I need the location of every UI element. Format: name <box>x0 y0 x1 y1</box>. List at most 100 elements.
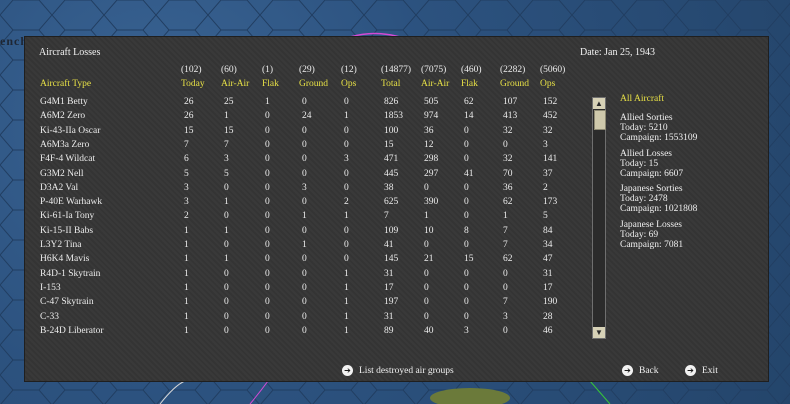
table-scrollbar[interactable]: ▲ ▼ <box>592 97 606 339</box>
column-header[interactable]: Flak <box>262 79 279 89</box>
loss-value-cell: 1 <box>184 254 189 265</box>
column-header[interactable]: Ops <box>540 79 556 89</box>
loss-value-cell: 0 <box>265 268 270 279</box>
column-header[interactable]: Flak <box>461 79 478 89</box>
loss-value-cell: 8 <box>464 225 469 236</box>
allied-losses-today: Today: 15 <box>620 159 659 169</box>
loss-value-cell: 1 <box>344 111 349 122</box>
loss-value-cell: 3 <box>184 182 189 193</box>
loss-value-cell: 1 <box>224 111 229 122</box>
aircraft-losses-panel: Aircraft Losses Date: Jan 25, 1943 (102)… <box>25 37 768 381</box>
loss-value-cell: 7 <box>384 211 389 222</box>
aircraft-type-cell: D3A2 Val <box>40 182 79 193</box>
aircraft-type-cell: Ki-43-IIa Oscar <box>40 125 101 136</box>
loss-value-cell: 3 <box>224 154 229 165</box>
loss-value-cell: 70 <box>503 168 513 179</box>
loss-value-cell: 2 <box>543 182 548 193</box>
loss-value-cell: 1 <box>224 254 229 265</box>
loss-value-cell: 3 <box>344 154 349 165</box>
loss-value-cell: 7 <box>184 139 189 150</box>
loss-value-cell: 15 <box>184 125 194 136</box>
loss-value-cell: 413 <box>503 111 518 122</box>
loss-value-cell: 0 <box>424 282 429 293</box>
loss-value-cell: 7 <box>503 297 508 308</box>
column-header[interactable]: Air-Air <box>421 79 450 89</box>
loss-value-cell: 0 <box>302 297 307 308</box>
loss-value-cell: 1 <box>344 325 349 336</box>
aircraft-type-cell: R4D-1 Skytrain <box>40 268 101 279</box>
loss-value-cell: 0 <box>265 111 270 122</box>
loss-value-cell: 505 <box>424 97 439 107</box>
column-total: (14877) <box>381 65 412 75</box>
loss-value-cell: 0 <box>302 125 307 136</box>
loss-value-cell: 26 <box>184 111 194 122</box>
window-title: Aircraft Losses <box>39 47 101 58</box>
loss-value-cell: 298 <box>424 154 439 165</box>
loss-value-cell: 0 <box>302 197 307 208</box>
back-button[interactable]: ➔ Back <box>622 365 659 376</box>
loss-value-cell: 173 <box>543 197 558 208</box>
column-header[interactable]: Today <box>181 79 205 89</box>
exit-button[interactable]: ➔ Exit <box>685 365 718 376</box>
loss-value-cell: 0 <box>464 139 469 150</box>
scroll-down-button[interactable]: ▼ <box>593 327 605 338</box>
loss-value-cell: 0 <box>424 268 429 279</box>
column-header[interactable]: Ops <box>341 79 357 89</box>
aircraft-type-cell: B-24D Liberator <box>40 325 104 336</box>
loss-value-cell: 5 <box>543 211 548 222</box>
loss-value-cell: 12 <box>424 139 434 150</box>
loss-value-cell: 0 <box>344 97 349 107</box>
loss-value-cell: 0 <box>464 125 469 136</box>
loss-value-cell: 0 <box>424 311 429 322</box>
loss-value-cell: 145 <box>384 254 399 265</box>
loss-value-cell: 0 <box>265 139 270 150</box>
loss-value-cell: 0 <box>302 268 307 279</box>
column-total: (2282) <box>500 65 526 75</box>
arrow-right-icon: ➔ <box>622 365 633 376</box>
allied-sorties-today: Today: 5210 <box>620 123 668 133</box>
column-total: (460) <box>461 65 482 75</box>
aircraft-type-cell: P-40E Warhawk <box>40 197 103 208</box>
loss-value-cell: 1 <box>503 211 508 222</box>
loss-value-cell: 36 <box>424 125 434 136</box>
loss-value-cell: 32 <box>503 154 513 165</box>
loss-value-cell: 0 <box>265 297 270 308</box>
loss-value-cell: 1853 <box>384 111 403 122</box>
loss-value-cell: 25 <box>224 97 234 107</box>
loss-value-cell: 1 <box>184 282 189 293</box>
list-destroyed-air-groups-button[interactable]: ➔ List destroyed air groups <box>342 365 454 376</box>
japanese-losses-campaign: Campaign: 7081 <box>620 240 684 250</box>
aircraft-type-cell: L3Y2 Tina <box>40 240 82 250</box>
column-header[interactable]: Total <box>381 79 401 89</box>
aircraft-type-cell: C-47 Skytrain <box>40 297 94 308</box>
loss-value-cell: 109 <box>384 225 399 236</box>
loss-value-cell: 107 <box>503 97 518 107</box>
loss-value-cell: 10 <box>424 225 434 236</box>
column-total: (1) <box>262 65 274 75</box>
loss-value-cell: 31 <box>384 311 394 322</box>
loss-value-cell: 32 <box>503 125 513 136</box>
column-total: (7075) <box>421 65 447 75</box>
scroll-up-button[interactable]: ▲ <box>593 98 605 109</box>
loss-value-cell: 1 <box>344 268 349 279</box>
loss-value-cell: 297 <box>424 168 439 179</box>
loss-value-cell: 0 <box>424 297 429 308</box>
scroll-thumb[interactable] <box>594 110 606 130</box>
loss-value-cell: 0 <box>302 311 307 322</box>
loss-value-cell: 46 <box>543 325 553 336</box>
allied-losses-label: Allied Losses <box>620 149 672 159</box>
column-header[interactable]: Ground <box>299 79 329 89</box>
loss-value-cell: 0 <box>224 325 229 336</box>
loss-value-cell: 0 <box>265 225 270 236</box>
loss-value-cell: 0 <box>265 240 270 250</box>
japanese-losses-today: Today: 69 <box>620 230 659 240</box>
loss-value-cell: 0 <box>224 182 229 193</box>
loss-value-cell: 0 <box>265 197 270 208</box>
column-header[interactable]: Ground <box>500 79 530 89</box>
loss-value-cell: 21 <box>424 254 434 265</box>
aircraft-type-cell: C-33 <box>40 311 59 322</box>
loss-value-cell: 3 <box>543 139 548 150</box>
loss-value-cell: 24 <box>302 111 312 122</box>
column-header[interactable]: Air-Air <box>221 79 250 89</box>
loss-value-cell: 2 <box>184 211 189 222</box>
